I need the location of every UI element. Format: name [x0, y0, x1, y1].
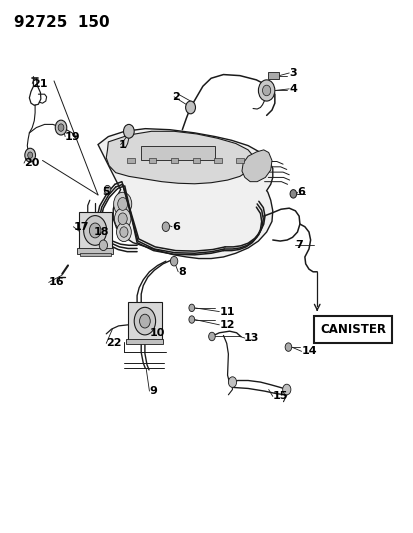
Circle shape: [28, 152, 33, 158]
Text: 14: 14: [301, 346, 316, 357]
Circle shape: [118, 213, 127, 224]
Circle shape: [285, 343, 291, 351]
Circle shape: [104, 185, 111, 194]
Text: 12: 12: [219, 320, 234, 330]
Bar: [126, 339, 163, 344]
Polygon shape: [98, 128, 272, 259]
Circle shape: [120, 227, 128, 237]
Text: 22: 22: [106, 338, 121, 349]
Circle shape: [55, 120, 66, 135]
Bar: [149, 158, 156, 163]
Text: 6: 6: [172, 222, 180, 232]
Text: 13: 13: [243, 333, 259, 343]
Bar: [77, 248, 113, 254]
Text: 17: 17: [73, 222, 89, 232]
Circle shape: [114, 208, 131, 229]
Circle shape: [290, 190, 296, 198]
Text: 8: 8: [178, 267, 185, 277]
Text: 3: 3: [289, 68, 296, 78]
Text: 16: 16: [49, 277, 64, 287]
Circle shape: [185, 101, 195, 114]
Circle shape: [188, 304, 194, 312]
Text: 2: 2: [172, 92, 179, 102]
Circle shape: [170, 256, 177, 266]
Text: 4: 4: [289, 84, 297, 94]
Circle shape: [258, 80, 274, 101]
Text: 18: 18: [94, 227, 109, 237]
Circle shape: [123, 124, 134, 138]
Polygon shape: [106, 131, 254, 184]
Circle shape: [134, 308, 155, 335]
Text: 6: 6: [297, 187, 305, 197]
Circle shape: [188, 316, 194, 323]
Circle shape: [89, 223, 101, 238]
Text: 21: 21: [32, 78, 47, 88]
Text: 10: 10: [149, 328, 164, 338]
Bar: [127, 158, 134, 163]
Circle shape: [25, 148, 36, 162]
Circle shape: [262, 85, 270, 96]
Circle shape: [83, 216, 107, 245]
FancyBboxPatch shape: [313, 316, 391, 343]
Circle shape: [99, 240, 107, 251]
Bar: [236, 158, 243, 163]
Bar: [171, 158, 178, 163]
Circle shape: [228, 377, 236, 387]
Polygon shape: [241, 150, 271, 182]
Circle shape: [116, 222, 131, 241]
Bar: [79, 253, 111, 256]
Text: CANISTER: CANISTER: [319, 323, 385, 336]
Circle shape: [208, 332, 215, 341]
Circle shape: [114, 192, 131, 216]
Text: 92725  150: 92725 150: [14, 14, 109, 30]
Text: 7: 7: [295, 240, 302, 251]
Text: 19: 19: [65, 132, 81, 142]
Circle shape: [139, 314, 150, 328]
Circle shape: [58, 124, 64, 131]
Bar: [192, 158, 199, 163]
Text: 5: 5: [102, 187, 109, 197]
Text: 1: 1: [118, 140, 126, 150]
Bar: [141, 146, 215, 160]
Bar: [267, 72, 279, 79]
Text: 9: 9: [149, 386, 157, 396]
Text: 20: 20: [24, 158, 39, 168]
Bar: [214, 158, 221, 163]
Text: 11: 11: [219, 306, 234, 317]
Circle shape: [282, 384, 290, 395]
Bar: [128, 302, 161, 342]
Circle shape: [162, 222, 169, 231]
Bar: [78, 212, 112, 252]
Text: 15: 15: [272, 391, 287, 401]
Circle shape: [117, 198, 127, 211]
